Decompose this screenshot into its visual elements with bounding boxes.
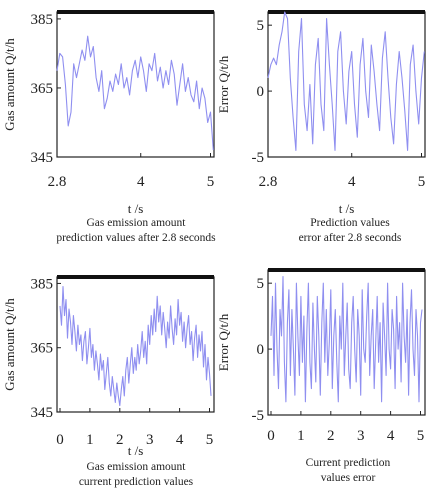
plot-frame <box>56 11 215 158</box>
chart-caption-line: Gas emission amount <box>86 461 186 473</box>
y-tick-label: -5 <box>252 408 265 424</box>
x-tick-label: 5 <box>417 428 425 444</box>
x-axis-label: t /s <box>128 201 144 216</box>
y-tick-label: 5 <box>257 276 265 292</box>
x-tick-label: 2.8 <box>48 174 67 190</box>
x-tick-label: 2.8 <box>259 174 278 190</box>
y-tick-label: 0 <box>257 342 265 358</box>
x-tick-label: 4 <box>137 174 145 190</box>
x-tick-label: 1 <box>297 428 305 444</box>
y-tick-label: 0 <box>257 84 265 100</box>
x-tick-label: 2 <box>116 432 124 448</box>
chart-caption-line: current prediction values <box>79 476 194 488</box>
x-tick-label: 2 <box>327 428 335 444</box>
y-axis-label: Error Q/t/h <box>216 55 231 113</box>
x-tick-label: 4 <box>176 432 184 448</box>
series-line <box>270 276 423 403</box>
chart-caption-line: error after 2.8 seconds <box>299 232 402 244</box>
y-axis-label: Gas amount Q/t/h <box>2 38 17 131</box>
x-axis-label: t /s <box>339 201 355 216</box>
y-tick-label: 345 <box>31 405 54 421</box>
x-axis-label: t /s <box>128 443 144 458</box>
x-tick-label: 1 <box>86 432 94 448</box>
y-tick-label: 365 <box>31 81 54 97</box>
y-tick-label: -5 <box>252 150 265 166</box>
x-tick-label: 5 <box>206 432 214 448</box>
y-tick-label: 385 <box>31 276 54 292</box>
series-line <box>59 286 212 407</box>
x-tick-label: 3 <box>146 432 154 448</box>
chart-caption-line: Current prediction <box>306 457 391 469</box>
chart-caption-line: values error <box>321 472 376 484</box>
series-line <box>56 35 214 151</box>
x-tick-label: 3 <box>357 428 365 444</box>
chart-caption-line: Gas emission amount <box>86 217 186 229</box>
x-tick-label: 0 <box>56 432 64 448</box>
chart-caption-line: Prediction values <box>310 217 390 229</box>
x-tick-label: 0 <box>267 428 275 444</box>
x-tick-label: 5 <box>207 174 215 190</box>
x-tick-label: 5 <box>418 174 426 190</box>
y-tick-label: 385 <box>31 12 54 28</box>
x-tick-label: 4 <box>348 174 356 190</box>
plot-frame <box>267 11 426 158</box>
x-tick-label: 4 <box>387 428 395 444</box>
y-axis-label: Error Q/t/h <box>216 313 231 371</box>
series-line <box>267 11 425 151</box>
y-tick-label: 365 <box>31 341 54 357</box>
y-tick-label: 5 <box>257 18 265 34</box>
y-tick-label: 345 <box>31 150 54 166</box>
chart-caption-line: prediction values after 2.8 seconds <box>56 232 216 244</box>
y-axis-label: Gas amount Q/t/h <box>2 298 17 391</box>
